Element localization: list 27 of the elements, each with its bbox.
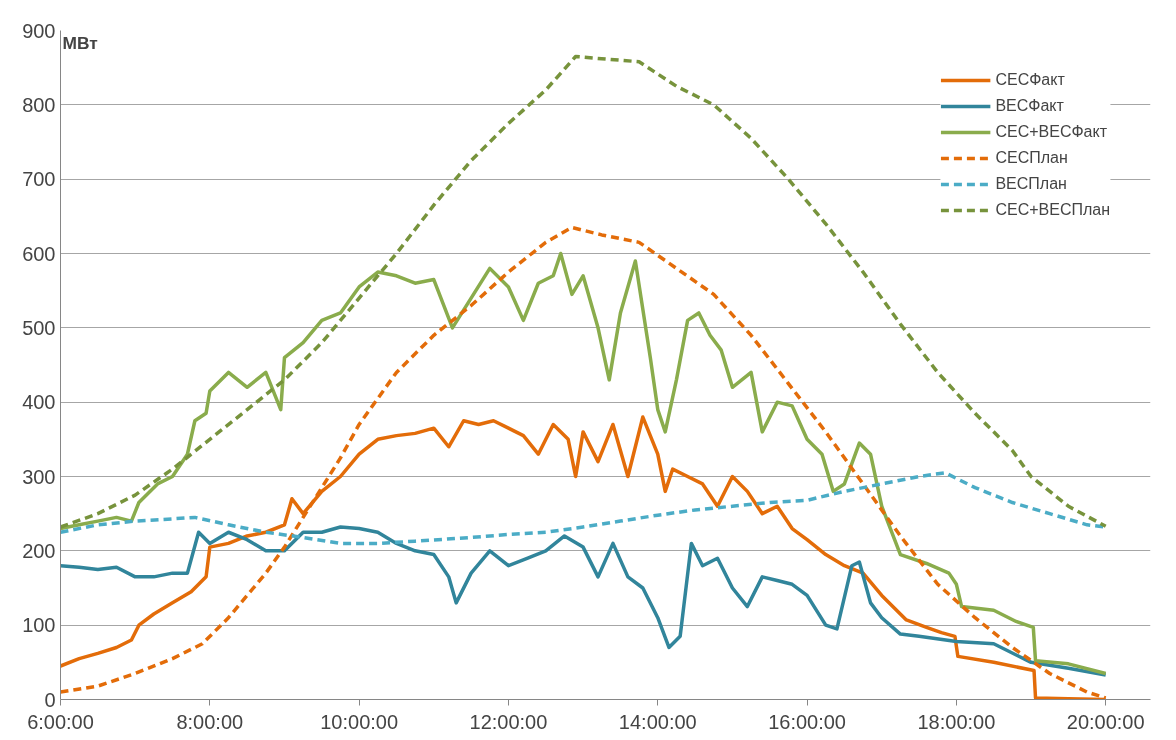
line-series <box>60 525 1108 677</box>
x-tick-label: 10:00:00 <box>320 710 399 733</box>
legend-label: ВЕСПлан <box>995 175 1067 193</box>
y-tick-label: 100 <box>22 614 56 637</box>
x-tick-label: 18:00:00 <box>917 710 996 733</box>
x-tick-label: 12:00:00 <box>469 710 548 733</box>
y-tick-label: 500 <box>22 316 56 339</box>
y-tick-label: 900 <box>22 19 56 42</box>
x-tick-label: 8:00:00 <box>176 710 244 733</box>
x-tick-label: 16:00:00 <box>768 710 847 733</box>
y-tick-label: 0 <box>44 688 56 711</box>
x-tick-label: 6:00:00 <box>27 710 94 733</box>
legend-label: СЕС+ВЕСФакт <box>995 123 1107 141</box>
y-tick-label: 200 <box>22 539 56 562</box>
x-tick-label: 14:00:00 <box>618 710 697 733</box>
y-tick-label: 600 <box>22 242 56 265</box>
y-axis-title: МВт <box>62 32 98 53</box>
y-tick-label: 700 <box>22 168 56 191</box>
legend-label: СЕС+ВЕСПлан <box>995 201 1110 219</box>
y-tick-label: 300 <box>22 465 56 488</box>
y-tick-label: 400 <box>22 391 56 414</box>
legend-label: СЕСФакт <box>995 71 1065 89</box>
x-tick-label: 20:00:00 <box>1066 710 1145 733</box>
y-tick-label: 800 <box>22 93 56 116</box>
line-series <box>60 54 1108 529</box>
legend-label: СЕСПлан <box>995 149 1068 167</box>
legend-label: ВЕСФакт <box>995 97 1064 115</box>
